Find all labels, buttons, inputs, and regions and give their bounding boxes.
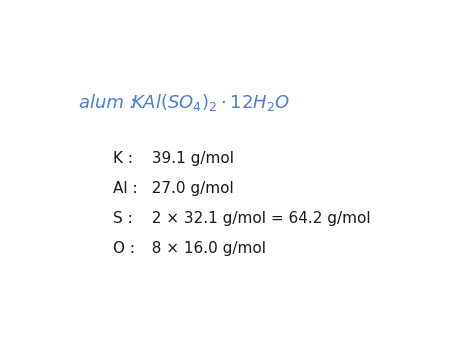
Text: 39.1 g/mol: 39.1 g/mol (142, 151, 234, 166)
Text: Al :: Al : (112, 181, 137, 196)
Text: S :: S : (112, 212, 132, 226)
Text: 2 × 32.1 g/mol = 64.2 g/mol: 2 × 32.1 g/mol = 64.2 g/mol (142, 212, 371, 226)
Text: O :: O : (112, 241, 135, 256)
Text: $\mathit{KAl(SO_4)_2 \cdot 12H_2O}$: $\mathit{KAl(SO_4)_2 \cdot 12H_2O}$ (131, 92, 290, 113)
Text: 27.0 g/mol: 27.0 g/mol (142, 181, 234, 196)
Text: K :: K : (112, 151, 133, 166)
Text: alum :: alum : (80, 94, 142, 112)
Text: 8 × 16.0 g/mol: 8 × 16.0 g/mol (142, 241, 266, 256)
